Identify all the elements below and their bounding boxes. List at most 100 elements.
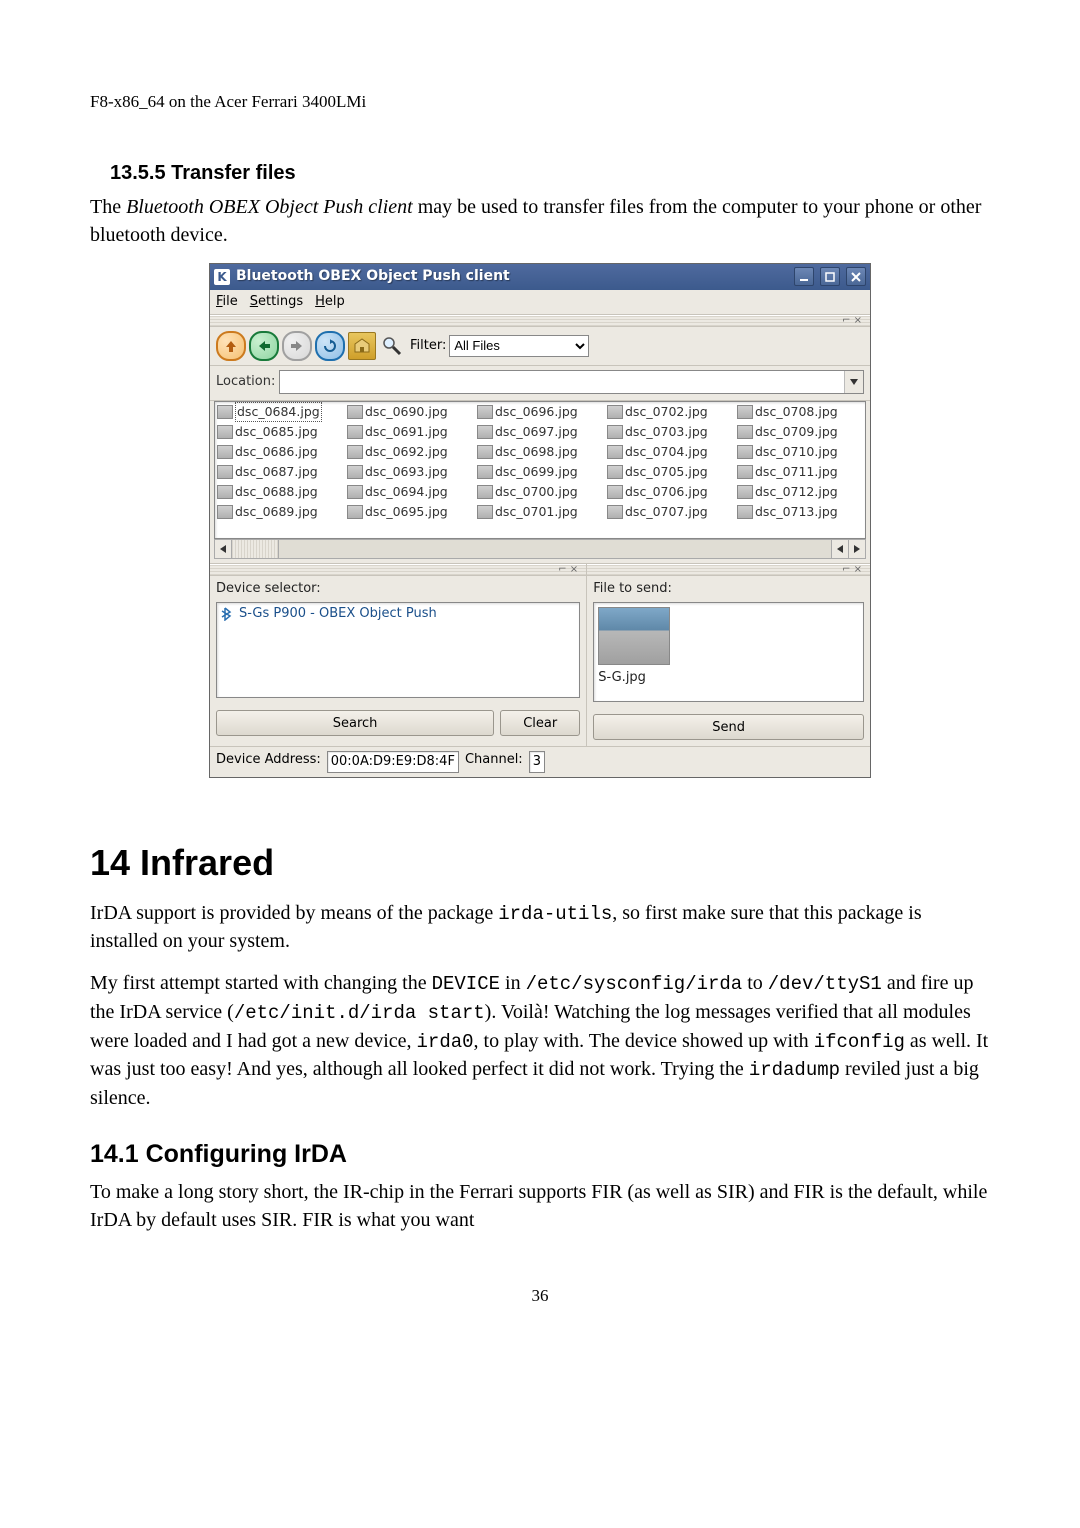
image-file-icon — [217, 425, 233, 439]
file-item[interactable]: dsc_0697.jpg — [475, 422, 605, 442]
file-item[interactable]: dsc_0712.jpg — [735, 482, 865, 502]
paragraph: The Bluetooth OBEX Object Push client ma… — [90, 193, 990, 249]
device-item[interactable]: S-Gs P900 - OBEX Object Push — [219, 605, 577, 623]
image-file-icon — [607, 505, 623, 519]
menu-file[interactable]: File — [216, 293, 238, 311]
section-title: 14 Infrared — [90, 838, 990, 888]
file-item[interactable]: dsc_0693.jpg — [345, 462, 475, 482]
home-icon — [353, 338, 371, 354]
file-item[interactable]: dsc_0706.jpg — [605, 482, 735, 502]
file-item[interactable]: dsc_0687.jpg — [215, 462, 345, 482]
scroll-left-button-2[interactable] — [831, 540, 848, 558]
find-button[interactable] — [379, 333, 405, 359]
file-item-label: dsc_0695.jpg — [365, 503, 448, 521]
file-item-label: dsc_0698.jpg — [495, 443, 578, 461]
window-titlebar[interactable]: K Bluetooth OBEX Object Push client — [210, 264, 870, 290]
file-item[interactable]: dsc_0689.jpg — [215, 502, 345, 522]
file-item[interactable]: dsc_0688.jpg — [215, 482, 345, 502]
subsection-title: 13.5.5 Transfer files — [110, 159, 990, 187]
nav-forward-button[interactable] — [282, 331, 312, 361]
file-item-label: dsc_0710.jpg — [755, 443, 838, 461]
home-button[interactable] — [348, 332, 376, 360]
minimize-icon — [799, 272, 809, 282]
file-item[interactable]: dsc_0709.jpg — [735, 422, 865, 442]
file-item[interactable]: dsc_0713.jpg — [735, 502, 865, 522]
file-preview[interactable]: S-G.jpg — [593, 602, 864, 702]
panel-handle[interactable]: ⌐ × — [210, 564, 586, 576]
location-combo[interactable] — [279, 370, 864, 394]
reload-button[interactable] — [315, 331, 345, 361]
triangle-left-icon — [837, 545, 843, 553]
maximize-button[interactable] — [820, 267, 840, 286]
file-item[interactable]: dsc_0690.jpg — [345, 402, 475, 422]
image-file-icon — [347, 505, 363, 519]
image-file-icon — [737, 425, 753, 439]
file-item[interactable]: dsc_0694.jpg — [345, 482, 475, 502]
file-item[interactable]: dsc_0698.jpg — [475, 442, 605, 462]
file-item[interactable]: dsc_0685.jpg — [215, 422, 345, 442]
file-item[interactable]: dsc_0703.jpg — [605, 422, 735, 442]
magnifier-icon — [381, 335, 403, 357]
scrollbar-thumb[interactable] — [232, 540, 279, 558]
file-item[interactable]: dsc_0701.jpg — [475, 502, 605, 522]
image-file-icon — [347, 405, 363, 419]
location-input[interactable] — [280, 371, 844, 393]
file-item[interactable]: dsc_0704.jpg — [605, 442, 735, 462]
image-file-icon — [217, 445, 233, 459]
nav-up-button[interactable] — [216, 331, 246, 361]
location-dropdown-button[interactable] — [844, 371, 863, 393]
image-file-icon — [347, 445, 363, 459]
send-button[interactable]: Send — [593, 714, 864, 740]
text: IrDA support is provided by means of the… — [90, 902, 498, 924]
file-item-label: dsc_0702.jpg — [625, 403, 708, 421]
file-item[interactable]: dsc_0700.jpg — [475, 482, 605, 502]
filter-select[interactable]: All Files — [449, 335, 589, 357]
image-file-icon — [477, 425, 493, 439]
filter-label: Filter: — [410, 337, 446, 355]
menu-help[interactable]: Help — [315, 293, 345, 311]
scroll-right-button[interactable] — [848, 540, 865, 558]
file-item-label: dsc_0692.jpg — [365, 443, 448, 461]
panel-handle[interactable]: ⌐ × — [210, 315, 870, 327]
file-item[interactable]: dsc_0699.jpg — [475, 462, 605, 482]
device-list[interactable]: S-Gs P900 - OBEX Object Push — [216, 602, 580, 698]
horizontal-scrollbar[interactable] — [214, 539, 866, 559]
triangle-right-icon — [854, 545, 860, 553]
file-icon-view[interactable]: dsc_0684.jpgdsc_0690.jpgdsc_0696.jpgdsc_… — [214, 401, 866, 539]
file-item[interactable]: dsc_0684.jpg — [215, 402, 345, 422]
file-item-label: dsc_0703.jpg — [625, 423, 708, 441]
file-item[interactable]: dsc_0707.jpg — [605, 502, 735, 522]
file-item[interactable]: dsc_0702.jpg — [605, 402, 735, 422]
clear-button[interactable]: Clear — [500, 710, 580, 736]
file-item[interactable]: dsc_0710.jpg — [735, 442, 865, 462]
italic-text: Bluetooth OBEX Object Push client — [126, 196, 413, 218]
maximize-icon — [825, 272, 835, 282]
file-item-label: dsc_0700.jpg — [495, 483, 578, 501]
file-item[interactable]: dsc_0696.jpg — [475, 402, 605, 422]
file-item[interactable]: dsc_0695.jpg — [345, 502, 475, 522]
image-file-icon — [737, 465, 753, 479]
panel-handle[interactable]: ⌐ × — [587, 564, 870, 576]
paragraph: My first attempt started with changing t… — [90, 969, 990, 1111]
file-item[interactable]: dsc_0691.jpg — [345, 422, 475, 442]
location-label: Location: — [216, 373, 275, 391]
file-item[interactable]: dsc_0686.jpg — [215, 442, 345, 462]
nav-back-button[interactable] — [249, 331, 279, 361]
image-file-icon — [607, 405, 623, 419]
text: The — [90, 196, 126, 218]
device-selector-label: Device selector: — [216, 576, 580, 602]
image-file-icon — [477, 405, 493, 419]
menu-settings[interactable]: Settings — [250, 293, 303, 311]
file-item[interactable]: dsc_0705.jpg — [605, 462, 735, 482]
image-file-icon — [347, 485, 363, 499]
file-thumbnail-label: S-G.jpg — [598, 669, 646, 687]
file-item[interactable]: dsc_0711.jpg — [735, 462, 865, 482]
file-item[interactable]: dsc_0692.jpg — [345, 442, 475, 462]
code: irdadump — [749, 1059, 840, 1081]
text: to — [742, 972, 768, 994]
search-button[interactable]: Search — [216, 710, 494, 736]
scroll-left-button[interactable] — [215, 540, 232, 558]
close-button[interactable] — [846, 267, 866, 286]
minimize-button[interactable] — [794, 267, 814, 286]
file-item[interactable]: dsc_0708.jpg — [735, 402, 865, 422]
